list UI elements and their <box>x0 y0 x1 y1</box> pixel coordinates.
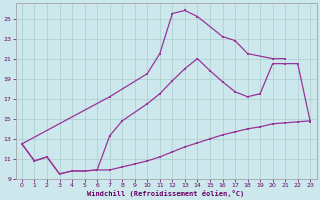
X-axis label: Windchill (Refroidissement éolien,°C): Windchill (Refroidissement éolien,°C) <box>87 190 245 197</box>
